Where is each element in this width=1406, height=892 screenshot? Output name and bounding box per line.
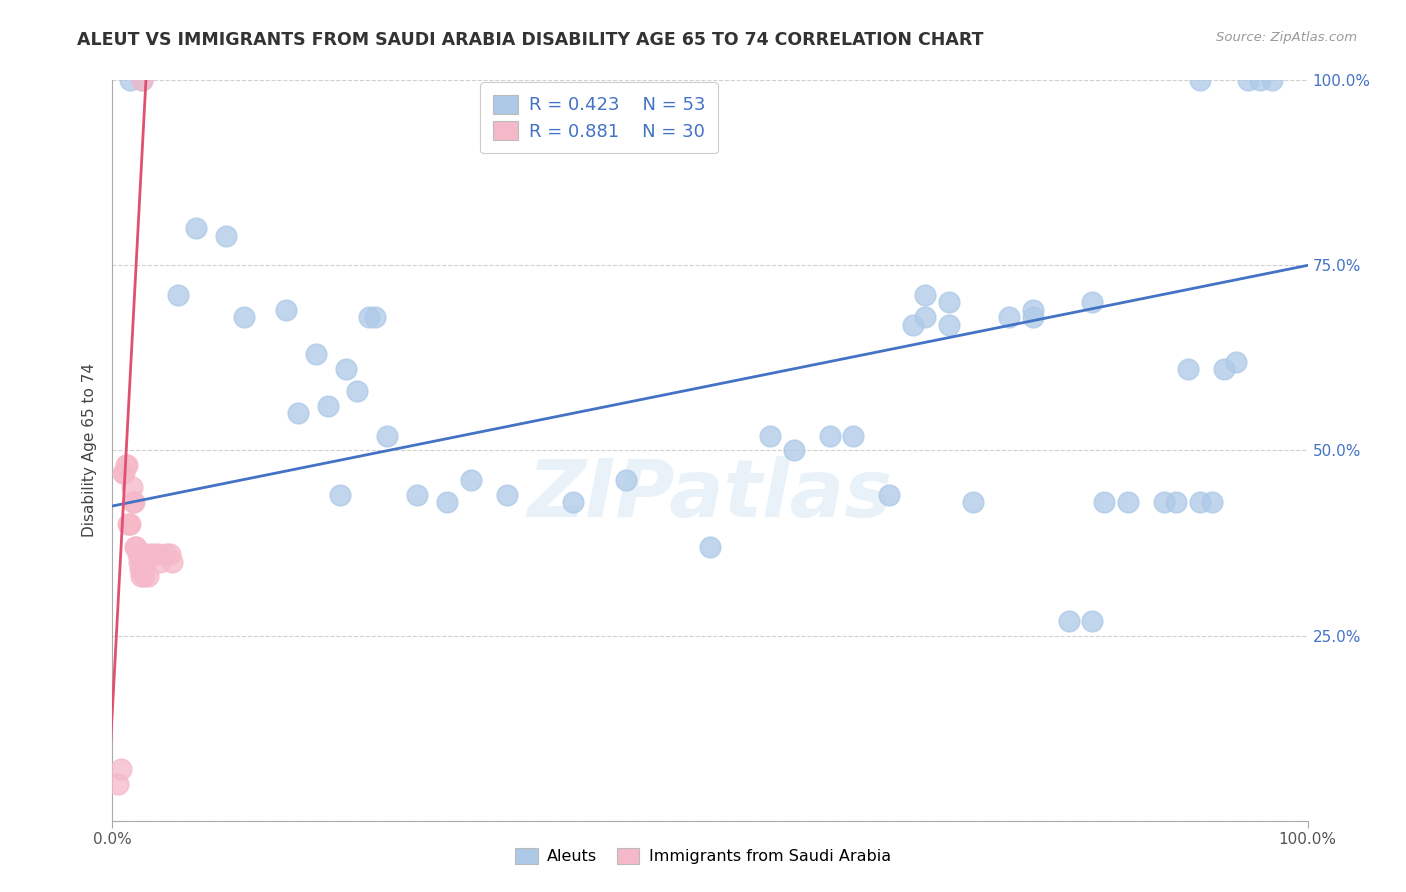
Point [1225,354,1247,368]
Y-axis label: Disability Age 65 to 74: Disability Age 65 to 74 [82,363,97,538]
Point [460,473,482,487]
Point [818,428,841,442]
Point [139,547,162,561]
Point [1237,73,1260,87]
Point [1249,73,1271,87]
Point [1189,495,1212,509]
Point [335,362,357,376]
Point [436,495,458,509]
Point [110,762,132,776]
Point [215,228,238,243]
Point [287,407,309,421]
Point [134,555,156,569]
Point [1081,614,1104,628]
Point [132,569,155,583]
Point [1153,495,1175,509]
Point [149,555,172,569]
Point [1177,362,1199,376]
Point [561,495,583,509]
Legend: R = 0.423    N = 53, R = 0.881    N = 30: R = 0.423 N = 53, R = 0.881 N = 30 [479,82,718,153]
Point [998,310,1021,325]
Point [1022,302,1045,317]
Point [759,428,782,442]
Text: ALEUT VS IMMIGRANTS FROM SAUDI ARABIA DISABILITY AGE 65 TO 74 CORRELATION CHART: ALEUT VS IMMIGRANTS FROM SAUDI ARABIA DI… [77,31,984,49]
Point [1261,73,1284,87]
Point [274,302,297,317]
Point [938,295,960,310]
Point [1081,295,1104,310]
Point [842,428,865,442]
Point [1166,495,1188,509]
Point [120,517,142,532]
Point [114,466,135,480]
Point [125,540,148,554]
Point [496,488,519,502]
Point [120,73,142,87]
Point [406,488,429,502]
Point [117,517,139,532]
Point [364,310,387,325]
Point [112,466,135,480]
Point [129,569,152,583]
Point [159,547,181,561]
Point [962,495,984,509]
Point [316,399,339,413]
Point [114,458,136,473]
Point [124,540,146,554]
Point [135,547,157,561]
Point [1201,495,1223,509]
Point [699,540,721,554]
Point [329,488,352,502]
Point [938,318,960,332]
Point [914,310,936,325]
Point [1022,310,1045,325]
Point [115,458,138,473]
Point [233,310,256,325]
Point [377,428,399,442]
Point [1057,614,1080,628]
Point [127,547,149,561]
Point [131,73,153,87]
Point [903,318,925,332]
Point [167,288,190,302]
Point [879,488,901,502]
Point [616,473,638,487]
Point [359,310,381,325]
Point [128,555,150,569]
Point [121,481,143,495]
Point [107,776,129,791]
Point [143,547,166,561]
Point [346,384,368,399]
Point [138,569,160,583]
Point [121,495,143,509]
Point [1189,73,1212,87]
Point [162,555,183,569]
Legend: Aleuts, Immigrants from Saudi Arabia: Aleuts, Immigrants from Saudi Arabia [509,841,897,871]
Text: ZIPatlas: ZIPatlas [527,456,893,534]
Point [146,547,169,561]
Text: Source: ZipAtlas.com: Source: ZipAtlas.com [1216,31,1357,45]
Point [914,288,936,302]
Point [305,347,328,361]
Point [1118,495,1140,509]
Point [131,73,153,87]
Point [118,517,141,532]
Point [186,221,208,235]
Point [1094,495,1116,509]
Point [122,495,145,509]
Point [155,547,177,561]
Point [129,562,152,576]
Point [783,443,806,458]
Point [1213,362,1236,376]
